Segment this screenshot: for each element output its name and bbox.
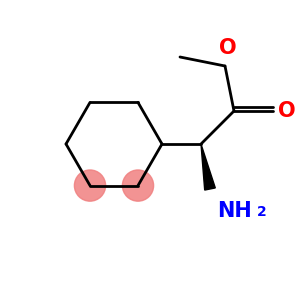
Polygon shape: [201, 144, 215, 190]
Circle shape: [74, 170, 106, 201]
Text: NH: NH: [218, 201, 252, 221]
Text: O: O: [278, 101, 295, 121]
Circle shape: [122, 170, 154, 201]
Text: O: O: [219, 38, 237, 58]
Text: 2: 2: [256, 206, 266, 220]
